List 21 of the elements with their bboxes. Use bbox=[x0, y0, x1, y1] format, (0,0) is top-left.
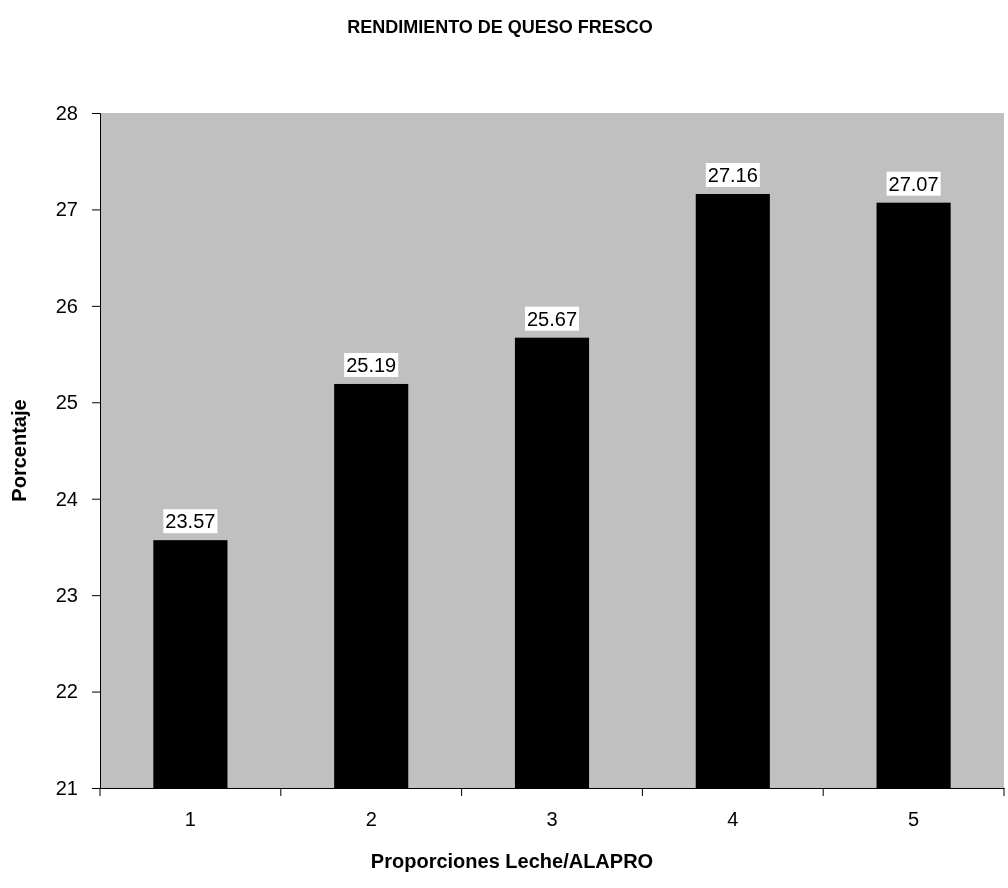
data-label: 27.07 bbox=[888, 172, 939, 195]
y-tick-label: 23 bbox=[55, 584, 78, 607]
y-tick-label: 22 bbox=[55, 680, 78, 703]
data-label: 23.57 bbox=[165, 510, 216, 533]
y-tick-label: 28 bbox=[55, 101, 78, 124]
y-tick-label: 21 bbox=[55, 776, 78, 799]
x-tick-label: 3 bbox=[546, 808, 558, 831]
data-label: 25.67 bbox=[526, 307, 578, 330]
y-tick-label: 26 bbox=[55, 294, 78, 317]
x-tick-label: 1 bbox=[184, 808, 196, 831]
x-tick-label: 2 bbox=[365, 808, 377, 831]
x-tick-label: 5 bbox=[908, 808, 920, 831]
y-tick-label: 25 bbox=[55, 391, 78, 414]
y-axis-title: Porcentaje bbox=[8, 399, 30, 502]
chart-title: RENDIMIENTO DE QUESO FRESCO bbox=[347, 17, 653, 37]
y-tick-label: 27 bbox=[55, 198, 78, 221]
y-tick-label: 24 bbox=[55, 487, 78, 510]
data-label: 27.16 bbox=[707, 164, 758, 186]
x-axis-title: Proporciones Leche/ALAPRO bbox=[370, 850, 654, 872]
x-tick-label: 4 bbox=[727, 808, 739, 831]
data-label: 25.19 bbox=[346, 353, 397, 376]
